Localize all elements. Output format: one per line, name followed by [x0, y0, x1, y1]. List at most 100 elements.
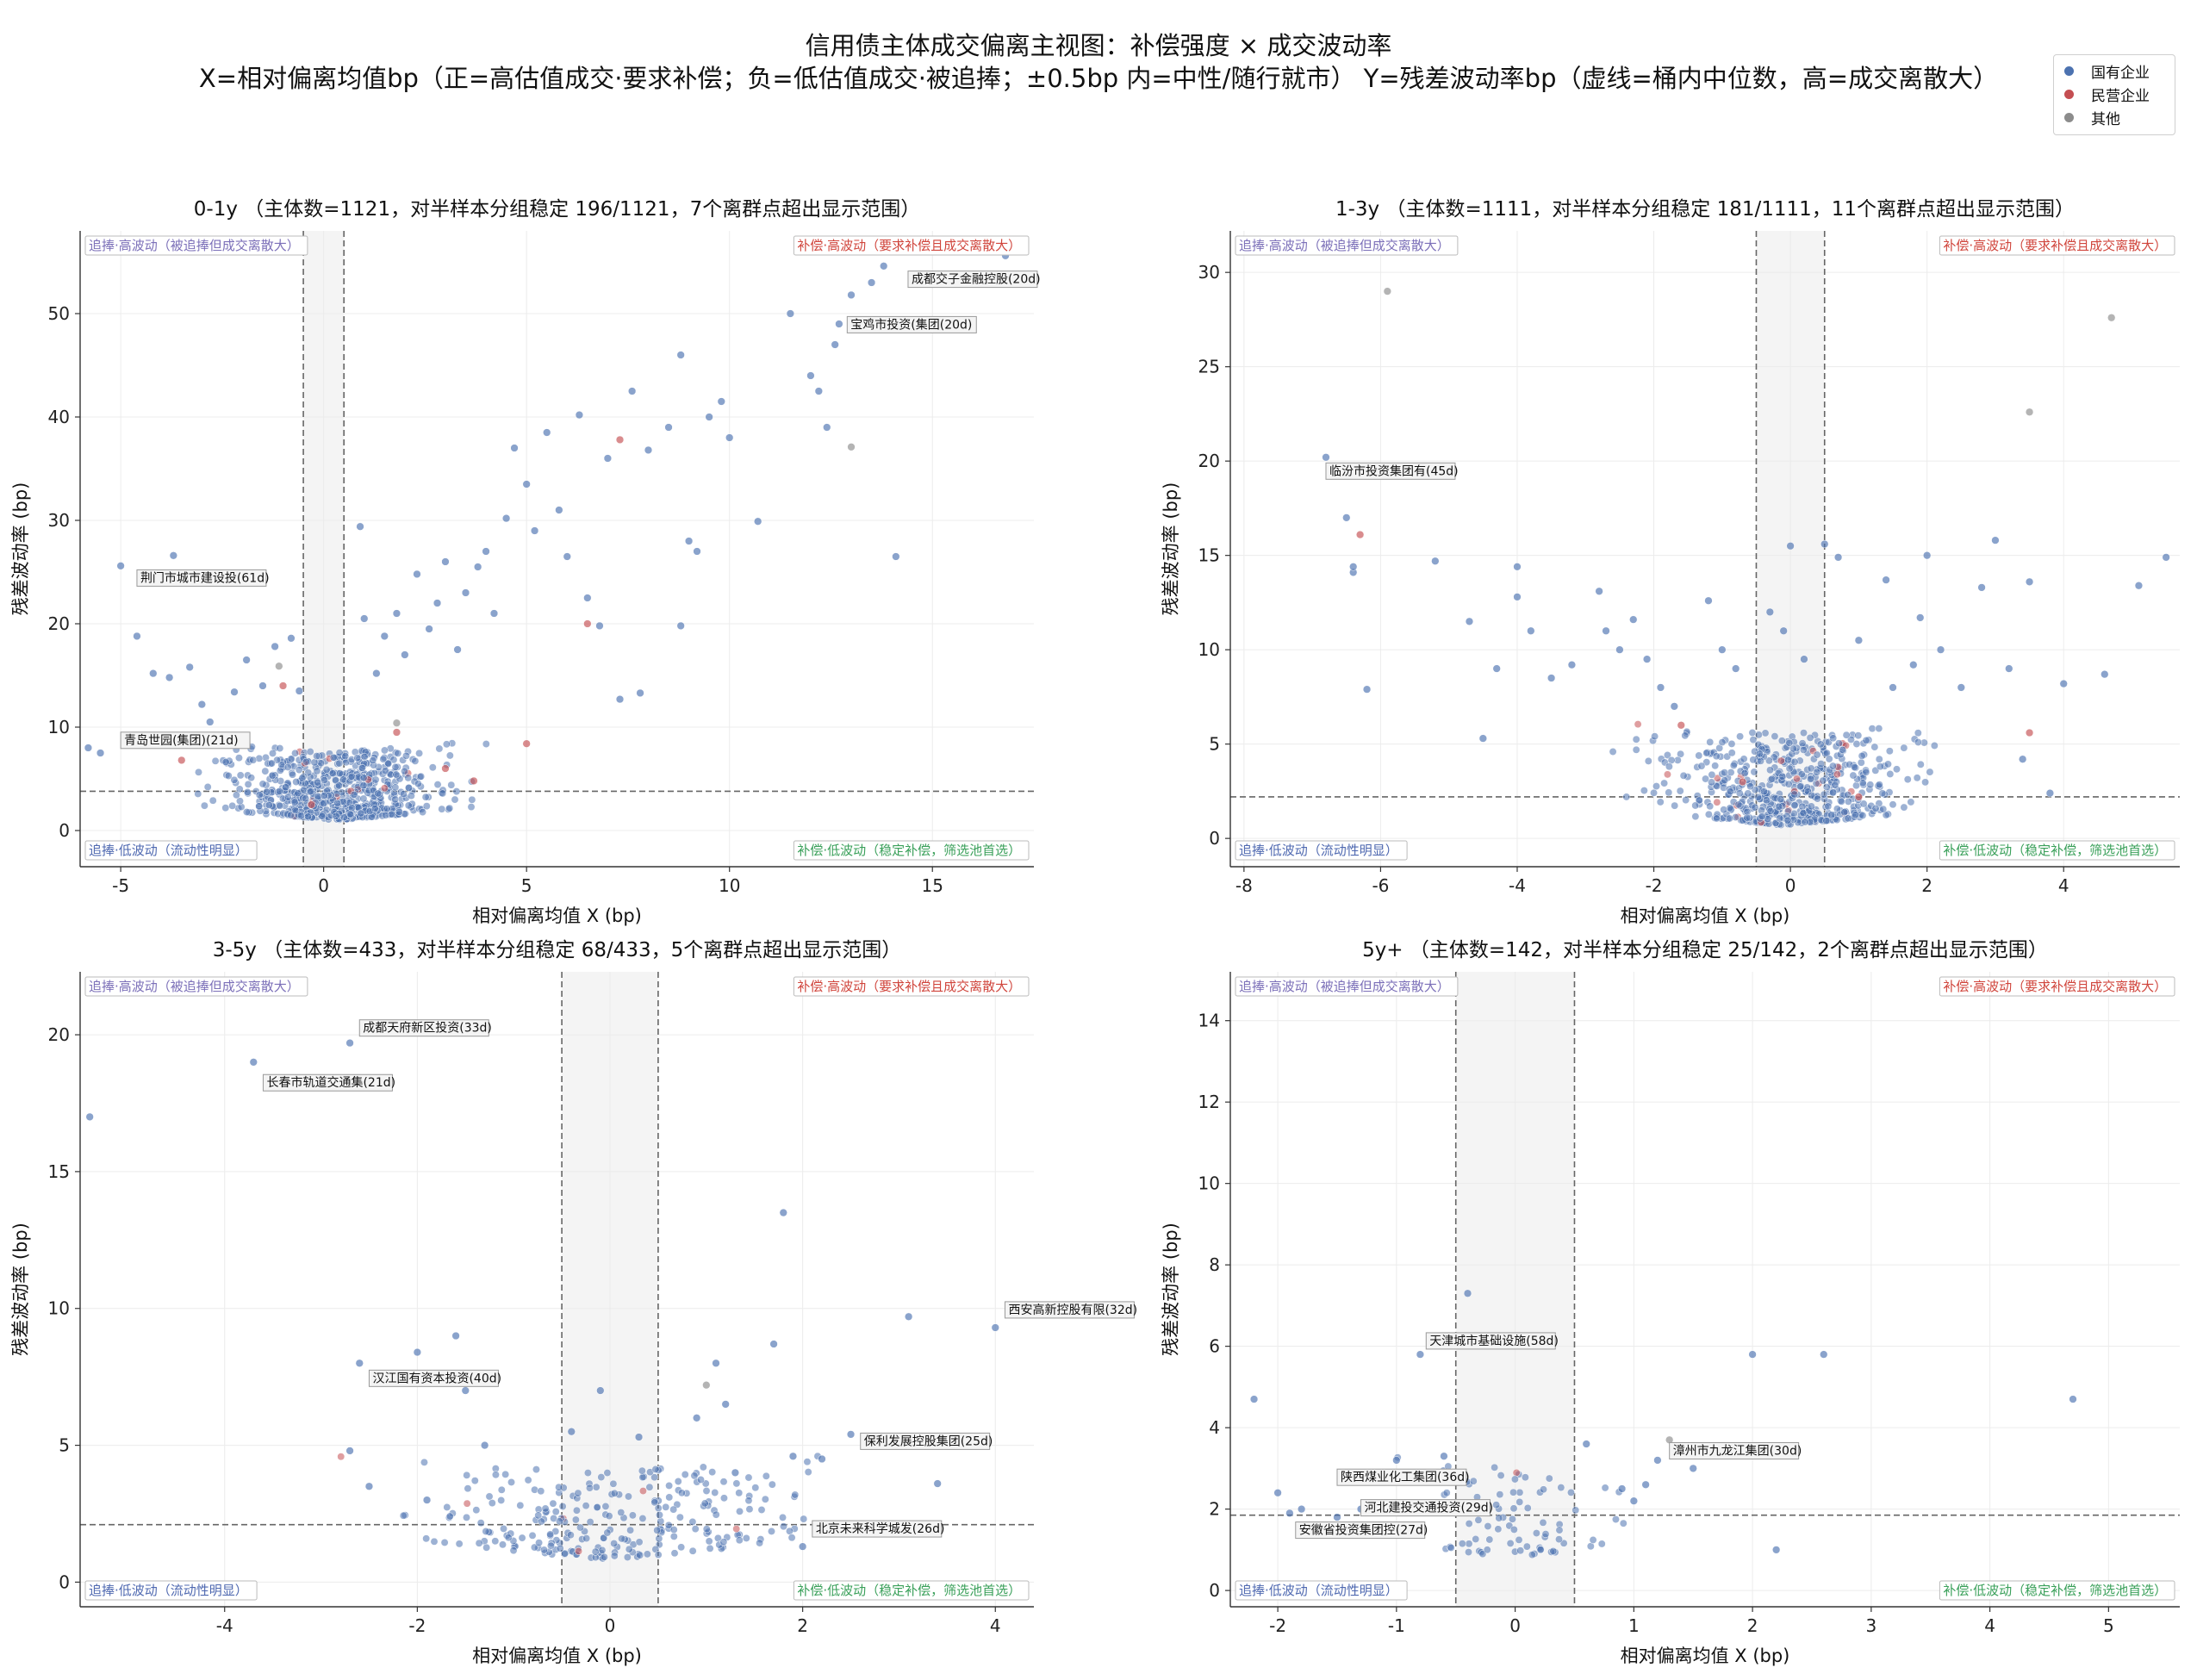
data-point-soe: [582, 1534, 591, 1543]
data-point-soe: [1695, 796, 1703, 805]
data-point-soe: [786, 309, 795, 318]
data-point-soe: [1333, 1513, 1341, 1521]
data-point-soe: [249, 1058, 258, 1067]
data-point-soe: [392, 770, 401, 779]
data-point-soe: [1727, 768, 1735, 776]
data-point-other: [1383, 287, 1391, 296]
data-point-soe: [439, 789, 447, 798]
y-tick-label: 0: [59, 1571, 70, 1592]
x-axis-label: 相对偏离均值 X (bp): [1621, 905, 1790, 926]
data-point-soe: [500, 1524, 507, 1533]
data-point-soe: [441, 557, 450, 566]
data-point-soe: [717, 397, 725, 406]
data-point-soe: [221, 758, 230, 766]
data-point-soe: [617, 1509, 625, 1516]
data-point-soe: [787, 1534, 796, 1542]
data-point-soe: [149, 669, 158, 678]
data-point-soe: [835, 320, 843, 328]
data-point-soe: [447, 781, 456, 789]
annotation-box: [1295, 1521, 1426, 1540]
data-point-soe: [1679, 771, 1688, 780]
data-point-soe: [610, 1489, 619, 1497]
data-point-soe: [313, 767, 321, 775]
quadrant-label-top-left: 追捧·高波动（被追捧但成交离散大）: [89, 979, 300, 994]
data-point-soe: [350, 790, 358, 799]
data-point-soe: [1807, 775, 1814, 783]
data-point-soe: [555, 506, 563, 514]
data-point-soe: [530, 526, 539, 535]
data-point-soe: [656, 1510, 663, 1519]
point-annotation: 青岛世园(集团)(21d): [124, 733, 239, 748]
data-point-soe: [605, 1512, 613, 1521]
data-point-soe: [391, 795, 400, 804]
x-axis-label: 相对偏离均值 X (bp): [472, 905, 642, 926]
data-point-soe: [1567, 1488, 1575, 1496]
data-point-soe: [534, 1511, 543, 1520]
y-tick-label: 12: [1198, 1092, 1220, 1112]
data-point-soe: [1762, 796, 1771, 805]
x-tick-label: 4: [2058, 875, 2069, 896]
data-point-soe: [242, 656, 251, 664]
data-point-soe: [1691, 801, 1700, 810]
data-point-soe: [497, 1496, 506, 1504]
data-point-soe: [543, 428, 551, 437]
x-tick-label: 2: [1747, 1615, 1758, 1636]
data-point-soe: [380, 632, 389, 641]
data-point-soe: [384, 759, 393, 768]
legend-item-soe: 国有企业: [2054, 59, 2175, 83]
data-point-soe: [1641, 1480, 1650, 1489]
data-point-soe: [1740, 769, 1749, 778]
data-point-soe: [2134, 582, 2144, 590]
data-point-soe: [84, 744, 93, 752]
data-point-soe: [1652, 782, 1660, 791]
data-point-soe: [547, 1541, 555, 1550]
data-point-soe: [708, 1468, 717, 1477]
data-point-soe: [453, 645, 462, 654]
data-point-soe: [1532, 1529, 1540, 1538]
data-point-soe: [313, 752, 321, 761]
data-point-soe: [116, 562, 125, 570]
data-point-soe: [626, 1526, 635, 1534]
data-point-soe: [1851, 763, 1858, 771]
data-point-soe: [1857, 758, 1865, 767]
data-point-soe: [1748, 729, 1757, 737]
data-point-soe: [1516, 1546, 1525, 1555]
data-point-soe: [335, 759, 344, 768]
data-point-soe: [1442, 1489, 1451, 1497]
data-point-soe: [1540, 1485, 1547, 1494]
data-point-soe: [1926, 768, 1934, 776]
data-point-soe: [1754, 731, 1763, 739]
data-point-soe: [358, 764, 366, 772]
data-point-soe: [298, 774, 307, 782]
data-point-soe: [292, 778, 301, 787]
data-point-soe: [1852, 781, 1860, 790]
data-point-soe: [1541, 1530, 1550, 1539]
data-point-soe: [1797, 770, 1806, 779]
y-tick-label: 15: [48, 1161, 70, 1182]
data-point-soe: [933, 1479, 942, 1488]
panel-1: -5 0 5 10 15 0 10 20 30 40 50 0-1y （主体数=1121，对半样本分组…: [10, 198, 1041, 926]
data-point-soe: [654, 1551, 663, 1559]
data-point-soe: [290, 798, 299, 806]
data-point-soe: [1900, 803, 1908, 812]
y-tick-label: 15: [1198, 545, 1220, 566]
data-point-soe: [1478, 734, 1487, 743]
data-point-soe: [200, 801, 208, 810]
data-point-soe: [665, 1493, 674, 1502]
data-point-private: [1854, 793, 1864, 801]
data-point-soe: [433, 599, 442, 607]
x-axis-label: 相对偏离均值 X (bp): [472, 1646, 642, 1666]
data-point-soe: [572, 1506, 581, 1515]
data-point-soe: [1567, 661, 1577, 669]
data-point-soe: [757, 1506, 766, 1514]
data-point-soe: [1879, 805, 1888, 813]
data-point-soe: [1708, 778, 1715, 787]
data-point-soe: [369, 756, 377, 765]
data-point-soe: [904, 1312, 913, 1321]
data-point-soe: [353, 754, 362, 762]
data-point-soe: [1494, 1525, 1503, 1534]
data-point-soe: [1273, 1489, 1282, 1497]
data-point-soe: [1249, 1395, 1259, 1403]
data-point-soe: [657, 1517, 665, 1526]
data-point-soe: [415, 749, 424, 757]
